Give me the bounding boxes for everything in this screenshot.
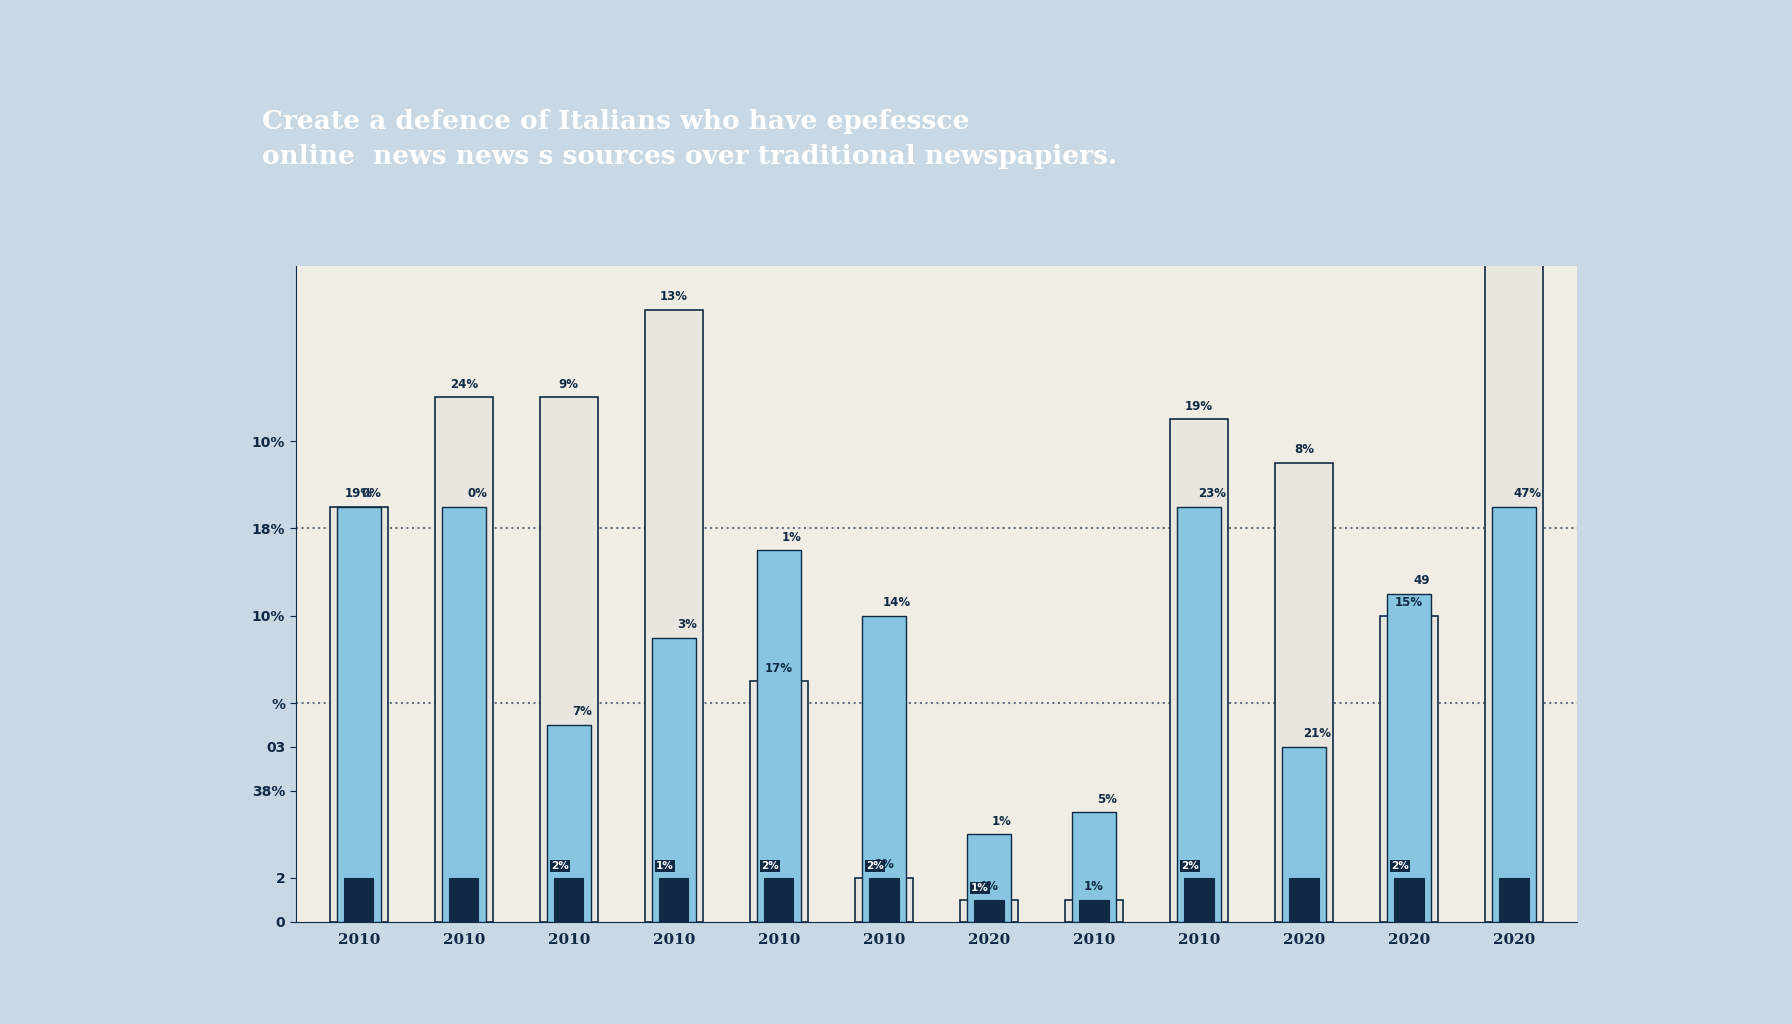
Text: 2%: 2% [552, 861, 568, 871]
Text: 2%: 2% [1181, 861, 1199, 871]
Text: 0%: 0% [468, 487, 487, 500]
Text: 2%: 2% [874, 858, 894, 871]
Text: 24%: 24% [450, 378, 478, 391]
Bar [1281, 746, 1326, 922]
Text: 19%: 19% [1185, 399, 1213, 413]
Bar [1177, 507, 1220, 922]
Bar [1276, 463, 1333, 922]
Bar [869, 878, 898, 922]
Bar [1493, 507, 1536, 922]
Bar [961, 900, 1018, 922]
Bar [763, 878, 794, 922]
Text: 3%: 3% [677, 618, 697, 631]
Bar [1170, 419, 1228, 922]
Bar [652, 638, 695, 922]
Text: 2%: 2% [762, 861, 780, 871]
Bar [966, 835, 1011, 922]
Bar [1394, 878, 1423, 922]
Text: 15%: 15% [1394, 596, 1423, 609]
Text: 1%: 1% [993, 815, 1012, 827]
Bar [547, 725, 591, 922]
Bar [1387, 594, 1432, 922]
Text: 4%: 4% [978, 881, 998, 893]
Bar [1500, 878, 1529, 922]
Bar [855, 878, 912, 922]
Bar [441, 507, 486, 922]
Bar [756, 550, 801, 922]
Text: Create a defence of Italians who have epefessce
online  news news s sources over: Create a defence of Italians who have ep… [262, 110, 1116, 169]
Bar [659, 878, 688, 922]
Text: 49: 49 [1414, 574, 1430, 588]
Bar [1079, 900, 1109, 922]
Bar [554, 878, 584, 922]
Bar [337, 507, 380, 922]
Bar [1288, 878, 1319, 922]
Text: 23%: 23% [1199, 487, 1226, 500]
Text: 1%: 1% [1084, 881, 1104, 893]
Text: 19%: 19% [344, 487, 373, 500]
Text: 7%: 7% [572, 706, 591, 719]
Text: 9%: 9% [559, 378, 579, 391]
Text: 1%: 1% [781, 530, 803, 544]
Text: 17%: 17% [765, 662, 792, 675]
Text: 2%: 2% [866, 861, 883, 871]
Bar [344, 878, 373, 922]
Text: 1%: 1% [971, 884, 989, 893]
Text: 5%: 5% [1097, 793, 1116, 806]
Text: 0%: 0% [362, 487, 382, 500]
Text: 14%: 14% [883, 596, 910, 609]
Bar [1072, 812, 1116, 922]
Bar [1486, 0, 1543, 922]
Bar [975, 900, 1004, 922]
Bar [435, 397, 493, 922]
Text: 8%: 8% [1294, 443, 1314, 457]
Bar [645, 310, 702, 922]
Bar [330, 507, 387, 922]
Bar [1185, 878, 1213, 922]
Text: 2%: 2% [1391, 861, 1409, 871]
Bar [862, 615, 907, 922]
Bar [1064, 900, 1124, 922]
Bar [1380, 615, 1437, 922]
Bar [539, 397, 597, 922]
Text: 13%: 13% [659, 291, 688, 303]
Text: 1%: 1% [656, 861, 674, 871]
Bar [749, 681, 808, 922]
Text: 47%: 47% [1512, 487, 1541, 500]
Text: 21%: 21% [1303, 727, 1331, 740]
Bar [450, 878, 478, 922]
